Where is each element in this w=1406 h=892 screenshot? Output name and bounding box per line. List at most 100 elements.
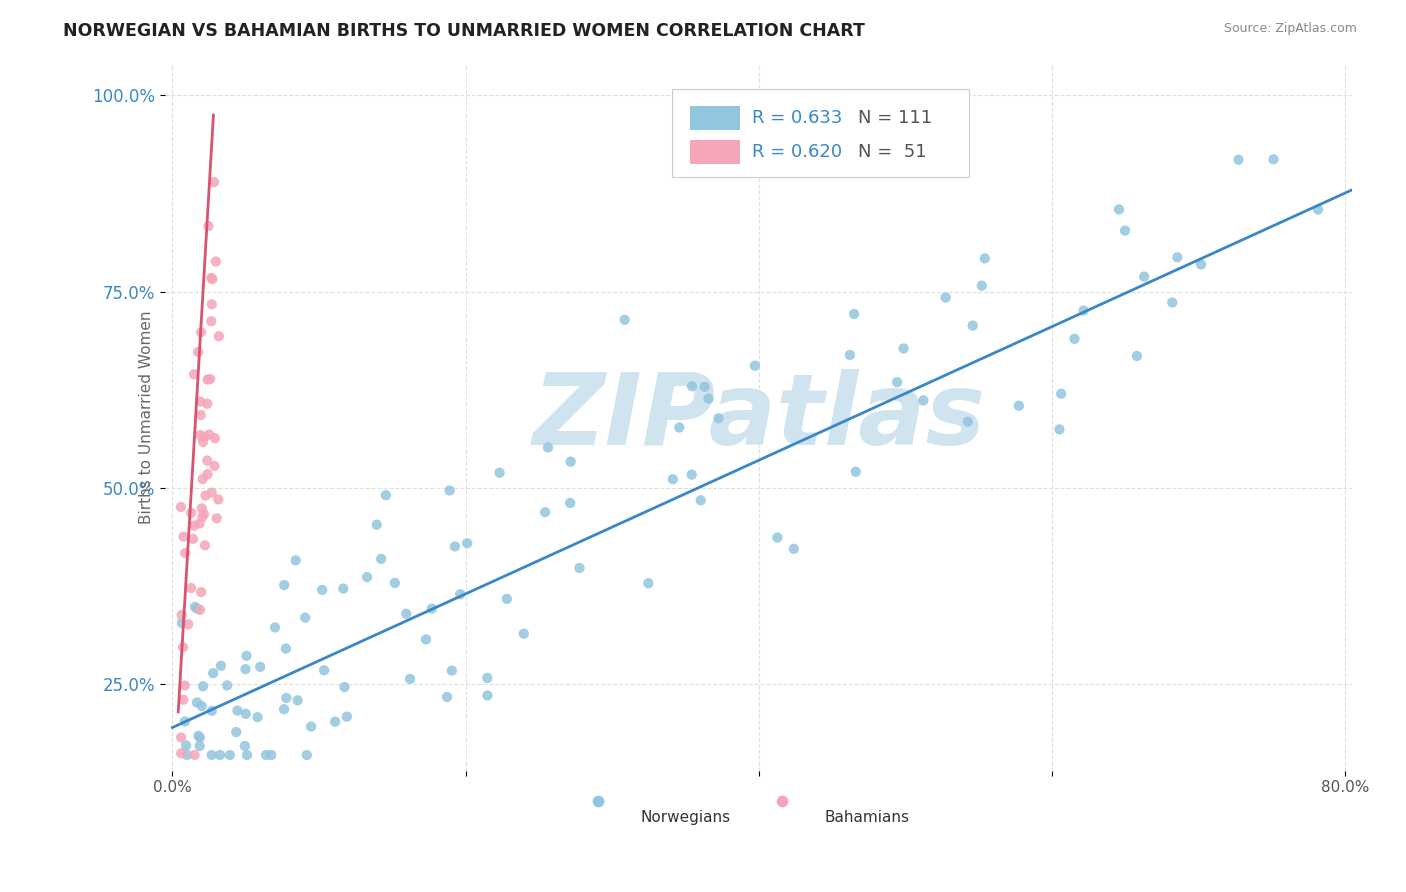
- Point: [198, 427, 221, 442]
- Point: [191, 510, 214, 524]
- Text: N =  51: N = 51: [859, 143, 927, 161]
- Point: [336, 709, 359, 723]
- Point: [188, 739, 211, 753]
- Point: [183, 368, 205, 382]
- Point: [1050, 386, 1073, 401]
- Point: [568, 561, 591, 575]
- Point: [204, 458, 226, 473]
- Point: [420, 601, 443, 615]
- Point: [197, 467, 219, 482]
- Point: [287, 693, 309, 707]
- Point: [973, 252, 995, 266]
- Point: [845, 465, 868, 479]
- Point: [356, 570, 378, 584]
- Point: [195, 453, 218, 467]
- Text: Source: ZipAtlas.com: Source: ZipAtlas.com: [1223, 22, 1357, 36]
- Point: [962, 318, 984, 333]
- Point: [1047, 422, 1070, 436]
- Point: [188, 394, 211, 409]
- Point: [384, 576, 406, 591]
- Point: [174, 739, 197, 753]
- Point: [294, 610, 316, 624]
- Point: [440, 664, 463, 678]
- Point: [200, 314, 222, 328]
- Point: [201, 485, 224, 500]
- Point: [193, 430, 215, 444]
- Point: [1073, 303, 1095, 318]
- Point: [233, 739, 256, 753]
- Point: [190, 428, 212, 442]
- Point: [236, 747, 259, 762]
- Point: [235, 662, 257, 676]
- Point: [1133, 269, 1156, 284]
- Point: [202, 666, 225, 681]
- Point: [838, 348, 860, 362]
- Point: [208, 747, 231, 762]
- Point: [477, 689, 499, 703]
- Text: ZIPatlas: ZIPatlas: [533, 369, 986, 466]
- Point: [235, 706, 257, 721]
- Point: [173, 679, 195, 693]
- Point: [174, 546, 197, 560]
- Point: [689, 493, 711, 508]
- Point: [560, 496, 582, 510]
- Point: [180, 506, 202, 520]
- Text: Bahamians: Bahamians: [824, 810, 910, 824]
- Point: [200, 271, 222, 285]
- Point: [181, 532, 204, 546]
- Point: [193, 507, 215, 521]
- Point: [173, 714, 195, 729]
- Point: [246, 710, 269, 724]
- Point: [226, 704, 249, 718]
- Point: [1008, 399, 1031, 413]
- Point: [273, 702, 295, 716]
- Point: [374, 488, 396, 502]
- Point: [183, 518, 205, 533]
- Point: [204, 431, 226, 445]
- Point: [264, 620, 287, 634]
- Point: [662, 472, 685, 486]
- Point: [1114, 224, 1136, 238]
- Point: [191, 679, 214, 693]
- Text: NORWEGIAN VS BAHAMIAN BIRTHS TO UNMARRIED WOMEN CORRELATION CHART: NORWEGIAN VS BAHAMIAN BIRTHS TO UNMARRIE…: [63, 22, 865, 40]
- Text: N = 111: N = 111: [859, 109, 932, 127]
- Point: [170, 500, 193, 514]
- Point: [190, 325, 212, 339]
- Point: [1306, 202, 1329, 217]
- Point: [190, 408, 212, 422]
- Point: [970, 278, 993, 293]
- Point: [191, 434, 214, 449]
- Point: [218, 747, 240, 762]
- Text: Norwegians: Norwegians: [640, 810, 730, 824]
- Point: [366, 517, 388, 532]
- Point: [190, 698, 212, 713]
- Point: [249, 660, 271, 674]
- Point: [284, 553, 307, 567]
- Point: [207, 492, 229, 507]
- Point: [886, 375, 908, 389]
- Point: [186, 696, 208, 710]
- Point: [170, 731, 193, 745]
- Point: [191, 472, 214, 486]
- Point: [208, 329, 231, 343]
- Point: [187, 345, 209, 359]
- Point: [783, 541, 806, 556]
- Point: [295, 747, 318, 762]
- Point: [198, 372, 221, 386]
- FancyBboxPatch shape: [690, 106, 740, 130]
- Point: [188, 731, 211, 745]
- Point: [496, 591, 519, 606]
- Point: [254, 747, 277, 762]
- Point: [1189, 257, 1212, 271]
- Point: [681, 379, 703, 393]
- Point: [180, 581, 202, 595]
- Point: [415, 632, 437, 647]
- Point: [697, 392, 720, 406]
- Point: [235, 648, 257, 663]
- Point: [314, 663, 336, 677]
- Point: [273, 578, 295, 592]
- Point: [225, 725, 247, 739]
- Point: [201, 272, 224, 286]
- Point: [183, 747, 205, 762]
- Point: [766, 531, 789, 545]
